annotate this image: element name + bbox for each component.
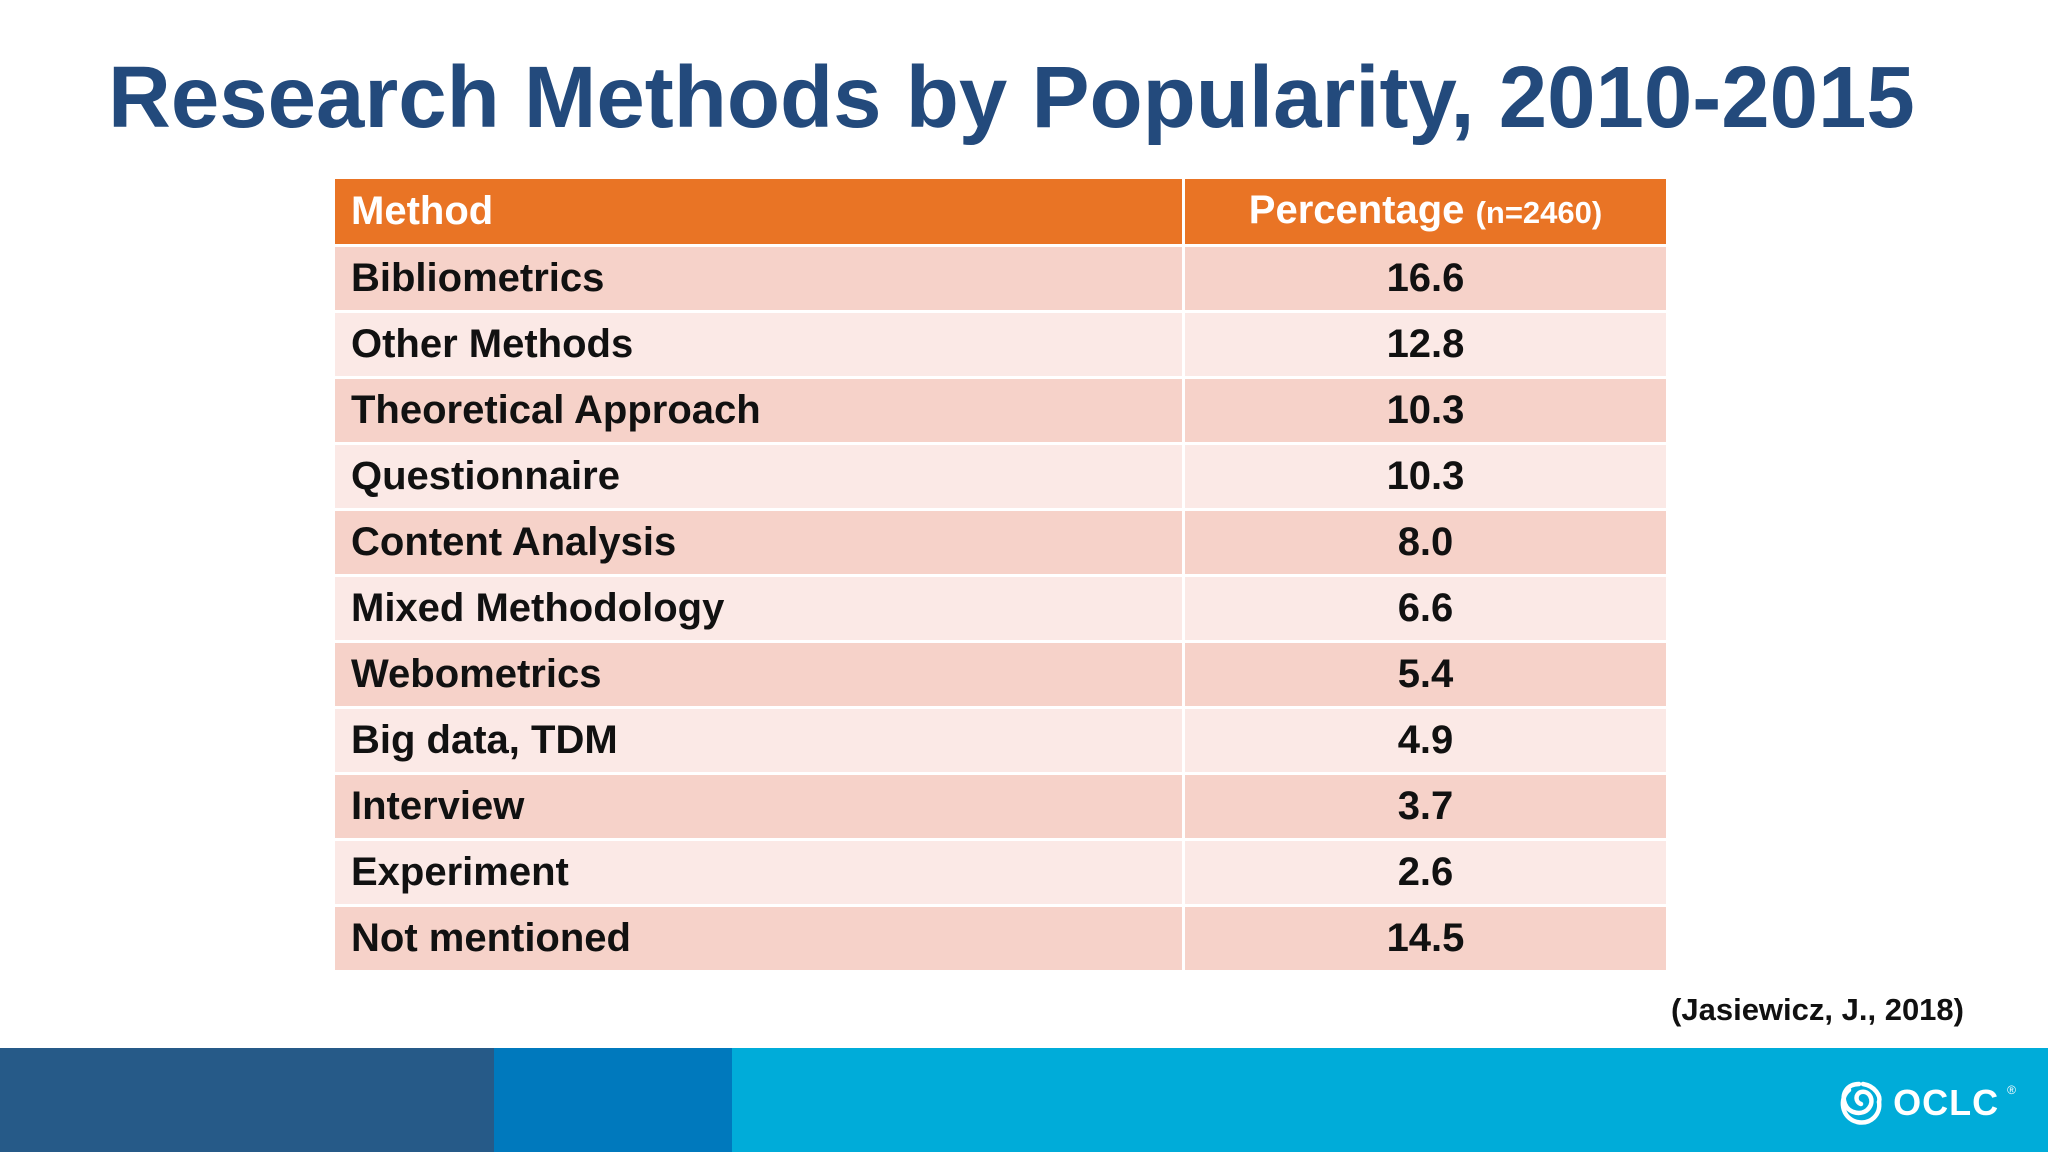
percentage-cell: 4.9 — [1182, 706, 1669, 775]
methods-table: Method Percentage (n=2460) Bibliometrics… — [332, 176, 1669, 973]
table-row: Not mentioned 14.5 — [332, 904, 1669, 973]
percentage-cell: 8.0 — [1182, 508, 1669, 577]
slide-title: Research Methods by Popularity, 2010-201… — [108, 49, 1915, 146]
oclc-swirl-icon — [1840, 1081, 1882, 1125]
footer-mid-blue-segment — [494, 1048, 732, 1152]
registered-mark: ® — [2007, 1083, 2016, 1097]
oclc-wordmark: OCLC — [1893, 1082, 2000, 1123]
footer-dark-blue-segment — [0, 1048, 494, 1152]
method-cell: Not mentioned — [332, 904, 1185, 973]
table-row: Other Methods 12.8 — [332, 310, 1669, 379]
percentage-cell: 10.3 — [1182, 442, 1669, 511]
percentage-cell: 10.3 — [1182, 376, 1669, 445]
percentage-cell: 3.7 — [1182, 772, 1669, 841]
footer-band: OCLC ® — [0, 1048, 2048, 1152]
method-cell: Questionnaire — [332, 442, 1185, 511]
table-row: Webometrics 5.4 — [332, 640, 1669, 709]
table-row: Content Analysis 8.0 — [332, 508, 1669, 577]
percentage-cell: 16.6 — [1182, 244, 1669, 313]
percentage-header-label: Percentage — [1248, 188, 1465, 232]
citation: (Jasiewicz, J., 2018) — [1671, 992, 1964, 1027]
table-row: Experiment 2.6 — [332, 838, 1669, 907]
table-row: Bibliometrics 16.6 — [332, 244, 1669, 313]
method-cell: Theoretical Approach — [332, 376, 1185, 445]
method-cell: Mixed Methodology — [332, 574, 1185, 643]
table-header-row: Method Percentage (n=2460) — [332, 176, 1669, 247]
method-cell: Big data, TDM — [332, 706, 1185, 775]
table-row: Questionnaire 10.3 — [332, 442, 1669, 511]
method-cell: Other Methods — [332, 310, 1185, 379]
percentage-cell: 2.6 — [1182, 838, 1669, 907]
method-cell: Interview — [332, 772, 1185, 841]
percentage-cell: 14.5 — [1182, 904, 1669, 973]
percentage-cell: 5.4 — [1182, 640, 1669, 709]
table-row: Big data, TDM 4.9 — [332, 706, 1669, 775]
percentage-cell: 6.6 — [1182, 574, 1669, 643]
table-row: Mixed Methodology 6.6 — [332, 574, 1669, 643]
method-cell: Bibliometrics — [332, 244, 1185, 313]
method-cell: Experiment — [332, 838, 1185, 907]
percentage-cell: 12.8 — [1182, 310, 1669, 379]
sample-size-note: (n=2460) — [1475, 195, 1603, 230]
method-column-header: Method — [332, 176, 1185, 247]
oclc-logo: OCLC ® — [1833, 1078, 2016, 1128]
method-cell: Content Analysis — [332, 508, 1185, 577]
percentage-column-header: Percentage (n=2460) — [1182, 176, 1669, 247]
table-row: Theoretical Approach 10.3 — [332, 376, 1669, 445]
table-row: Interview 3.7 — [332, 772, 1669, 841]
method-cell: Webometrics — [332, 640, 1185, 709]
